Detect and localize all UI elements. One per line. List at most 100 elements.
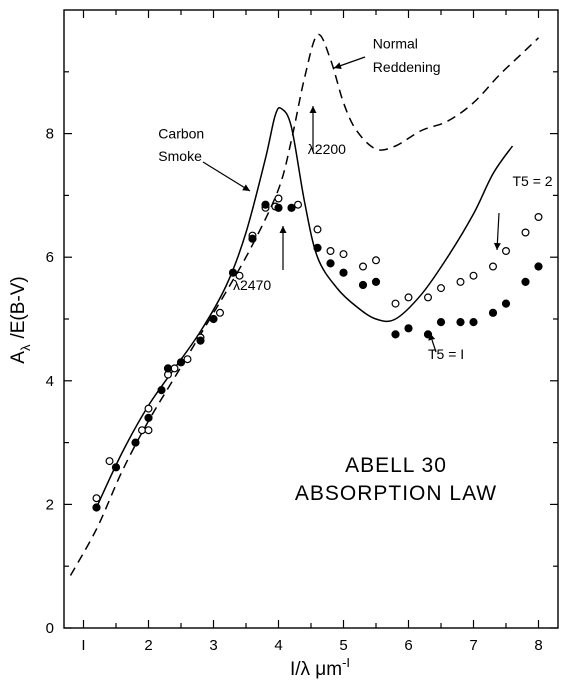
annotation-6: T5 = 2 — [513, 173, 553, 189]
chart-title: ABELL 30 — [345, 454, 447, 477]
point-filled-21 — [436, 318, 446, 327]
point-filled-2 — [131, 438, 140, 447]
point-open-13 — [326, 247, 335, 256]
y-tick-label-2: 4 — [46, 373, 54, 390]
point-open-27 — [144, 426, 153, 435]
point-filled-11 — [274, 203, 283, 212]
point-filled-27 — [534, 262, 543, 271]
y-tick-label-0: 0 — [46, 620, 54, 637]
x-axis-label: I/λ μm-I — [290, 655, 350, 680]
point-filled-25 — [501, 299, 511, 308]
point-open-14 — [339, 250, 348, 259]
y-axis-label-rest: /E(B-V) — [8, 276, 29, 338]
y-axis-label-main: A — [8, 351, 29, 364]
point-open-17 — [391, 299, 400, 308]
plot-frame — [63, 9, 559, 629]
x-tick-label-0: I — [81, 637, 85, 654]
point-filled-4 — [157, 386, 166, 395]
point-open-20 — [437, 284, 446, 293]
point-filled-7 — [209, 314, 218, 324]
point-open-30 — [274, 194, 283, 203]
point-filled-10 — [261, 200, 270, 209]
annotation-0: Normal — [373, 35, 418, 51]
arrow-carbon-smoke — [202, 161, 251, 192]
x-tick-label-3: 4 — [274, 637, 282, 654]
point-filled-28 — [163, 364, 173, 373]
arrow-carbon-smoke-head — [242, 184, 250, 191]
point-filled-15 — [339, 268, 348, 277]
curve-carbon-smoke — [95, 107, 514, 508]
axis-ticks: I 2 3 4 5 6 7 8 0 2 4 6 8 — [46, 10, 558, 654]
x-tick-label-6: 7 — [469, 637, 477, 654]
point-open-1 — [105, 457, 114, 466]
y-axis-label: Aλ/E(B-V) — [8, 276, 33, 363]
arrow-normal-reddening-head — [334, 62, 342, 69]
data-points — [92, 194, 543, 512]
arrow-l2200-head — [309, 106, 317, 113]
x-axis-label-main: I/λ μm — [290, 659, 342, 680]
annotation-2: Carbon — [158, 126, 204, 142]
point-open-28 — [170, 364, 179, 373]
curves — [69, 33, 540, 576]
annotation-3: Smoke — [158, 148, 202, 164]
y-tick-label-1: 2 — [46, 496, 54, 513]
annotation-arrows — [202, 56, 501, 353]
point-open-0 — [92, 494, 101, 503]
point-open-24 — [502, 247, 511, 256]
point-open-11 — [294, 200, 303, 209]
point-open-8 — [235, 271, 244, 280]
point-open-3 — [144, 404, 153, 413]
point-filled-24 — [488, 308, 498, 317]
point-filled-19 — [404, 324, 413, 333]
point-open-19 — [424, 293, 433, 302]
point-filled-0 — [92, 503, 101, 512]
point-filled-14 — [326, 259, 335, 268]
x-tick-label-4: 5 — [339, 637, 347, 654]
point-open-15 — [359, 262, 368, 271]
point-filled-17 — [371, 277, 381, 286]
point-filled-6 — [196, 336, 205, 345]
point-open-2 — [138, 426, 147, 435]
point-open-16 — [372, 256, 381, 265]
point-open-5 — [183, 355, 192, 364]
chart-subtitle: ABSORPTION LAW — [295, 482, 497, 505]
arrow-t5-2-head — [493, 242, 501, 250]
point-open-7 — [216, 308, 225, 317]
point-open-25 — [521, 228, 530, 237]
x-tick-label-7: 8 — [534, 637, 542, 654]
y-tick-label-3: 6 — [46, 249, 54, 266]
point-filled-9 — [248, 234, 257, 243]
point-filled-18 — [391, 330, 400, 339]
y-tick-label-4: 8 — [46, 126, 54, 143]
point-open-12 — [313, 225, 322, 234]
annotation-labels: Normal Reddening Carbon Smoke λ2200 λ2470 T5 =… — [158, 35, 552, 362]
point-open-18 — [404, 293, 413, 302]
x-axis-label-sup: -I — [342, 655, 350, 670]
arrow-t5-1-head — [428, 333, 436, 341]
arrow-t5-1 — [431, 339, 437, 353]
y-axis-label-sub: λ — [18, 344, 33, 351]
annotation-1: Reddening — [373, 59, 441, 75]
x-tick-label-2: 3 — [209, 637, 217, 654]
point-filled-22 — [456, 318, 465, 327]
point-open-21 — [456, 277, 465, 286]
point-filled-3 — [144, 413, 153, 422]
annotation-5: λ2470 — [233, 277, 271, 293]
point-open-23 — [489, 262, 498, 271]
point-open-26 — [534, 213, 543, 222]
curve-normal-reddening — [69, 33, 540, 576]
point-filled-1 — [111, 463, 121, 472]
point-filled-26 — [521, 277, 530, 286]
annotation-7: T5 = I — [428, 346, 464, 362]
x-tick-label-1: 2 — [144, 637, 152, 654]
point-filled-23 — [469, 318, 478, 327]
point-filled-13 — [313, 243, 322, 252]
point-open-22 — [469, 271, 478, 280]
point-filled-12 — [287, 203, 296, 212]
x-tick-label-5: 6 — [404, 637, 412, 654]
point-filled-8 — [228, 268, 238, 277]
arrow-l2470-head — [279, 226, 287, 233]
point-filled-16 — [358, 280, 368, 290]
annotation-4: λ2200 — [308, 141, 346, 157]
